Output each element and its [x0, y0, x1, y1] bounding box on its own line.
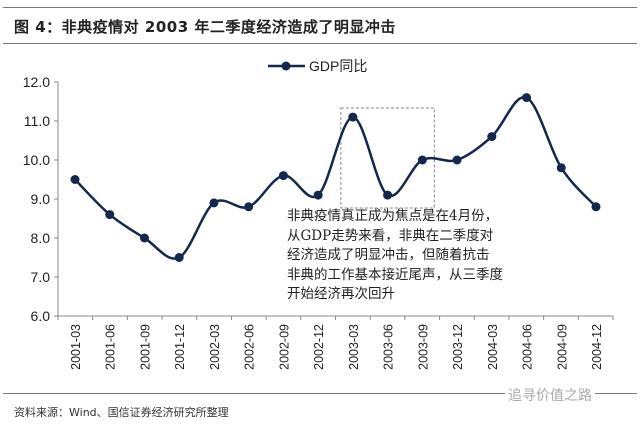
- series-line: [74, 96, 597, 260]
- x-tick-label: 2002-12: [312, 324, 326, 370]
- data-point: [452, 155, 462, 165]
- data-point: [417, 155, 427, 165]
- annotation-line: 非典疫情真正成为焦点是在4月份，: [287, 208, 499, 224]
- annotation-line: 经济造成了明显冲击，但随着抗击: [287, 247, 490, 263]
- x-tick-label: 2001-12: [173, 324, 187, 370]
- x-tick-label: 2003-06: [382, 324, 396, 370]
- data-point: [522, 93, 532, 103]
- x-tick-label: 2003-03: [347, 324, 361, 370]
- y-tick-label: 10.0: [23, 152, 50, 168]
- data-point: [348, 112, 358, 122]
- y-tick-label: 12.0: [23, 74, 50, 90]
- x-tick-label: 2002-03: [208, 324, 222, 370]
- legend-marker: [281, 61, 291, 71]
- annotation-line: 非典的工作基本接近尾声，从三季度: [287, 266, 503, 283]
- x-tick-label: 2001-03: [69, 324, 83, 370]
- x-tick-label: 2001-09: [138, 324, 152, 370]
- data-point: [105, 210, 115, 220]
- x-tick-label: 2004-03: [486, 324, 500, 370]
- data-point: [244, 202, 254, 212]
- y-tick-label: 7.0: [31, 269, 51, 285]
- y-tick-label: 6.0: [31, 308, 51, 324]
- data-point: [139, 233, 149, 243]
- source-note: 资料来源：Wind、国信证券经济研究所整理: [14, 406, 229, 419]
- x-tick-label: 2004-06: [521, 324, 535, 370]
- annotation: 非典疫情真正成为焦点是在4月份， 从GDP走势来看，非典在二季度对 经济造成了明…: [287, 207, 503, 305]
- data-point: [487, 132, 497, 142]
- data-point: [591, 202, 601, 212]
- data-point: [383, 190, 393, 200]
- annotation-line: 从GDP走势来看，非典在二季度对: [287, 227, 494, 244]
- x-tick-label: 2003-12: [451, 324, 465, 370]
- data-point: [556, 163, 566, 173]
- highlight-box: [340, 107, 435, 209]
- top-rule: [3, 7, 637, 8]
- y-tick-label: 8.0: [31, 230, 51, 246]
- annotation-line: 开始经济再次回升: [287, 286, 395, 302]
- x-tick-label: 2004-12: [590, 324, 604, 370]
- data-point: [313, 190, 323, 200]
- title-rule: [3, 43, 637, 44]
- figure-title: 图 4：非典疫情对 2003 年二季度经济造成了明显冲击: [14, 18, 396, 36]
- x-tick-label: 2002-06: [243, 324, 257, 370]
- legend-label: GDP同比: [309, 58, 367, 74]
- x-tick-label: 2002-09: [277, 324, 291, 370]
- y-tick-label: 9.0: [31, 191, 51, 207]
- data-point: [70, 175, 80, 184]
- data-point: [278, 171, 288, 181]
- x-tick-label: 2001-06: [104, 324, 118, 370]
- watermark: 追寻价值之路: [505, 385, 595, 405]
- data-point: [209, 198, 219, 208]
- bottom-rule: [3, 393, 637, 394]
- data-point: [174, 253, 184, 262]
- x-tick-label: 2003-09: [416, 324, 430, 370]
- x-tick-label: 2004-09: [555, 324, 569, 370]
- y-tick-label: 11.0: [24, 113, 50, 129]
